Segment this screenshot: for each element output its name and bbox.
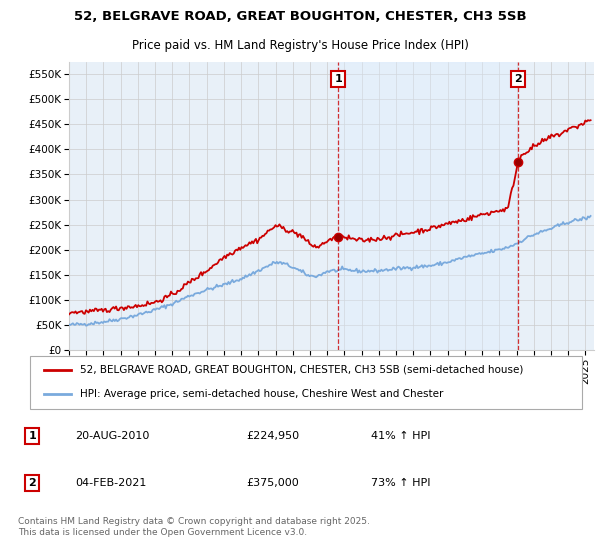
Text: Price paid vs. HM Land Registry's House Price Index (HPI): Price paid vs. HM Land Registry's House … — [131, 39, 469, 53]
Text: HPI: Average price, semi-detached house, Cheshire West and Chester: HPI: Average price, semi-detached house,… — [80, 389, 443, 399]
Bar — [338, 62, 518, 350]
Text: 04-FEB-2021: 04-FEB-2021 — [75, 478, 146, 488]
Text: 52, BELGRAVE ROAD, GREAT BOUGHTON, CHESTER, CH3 5SB (semi-detached house): 52, BELGRAVE ROAD, GREAT BOUGHTON, CHEST… — [80, 365, 523, 375]
Text: 1: 1 — [28, 431, 36, 441]
Text: 41% ↑ HPI: 41% ↑ HPI — [371, 431, 431, 441]
Text: 2: 2 — [514, 74, 522, 84]
Text: £375,000: £375,000 — [246, 478, 299, 488]
Text: 1: 1 — [334, 74, 342, 84]
Text: Contains HM Land Registry data © Crown copyright and database right 2025.
This d: Contains HM Land Registry data © Crown c… — [18, 517, 370, 536]
Text: £224,950: £224,950 — [246, 431, 299, 441]
Text: 52, BELGRAVE ROAD, GREAT BOUGHTON, CHESTER, CH3 5SB: 52, BELGRAVE ROAD, GREAT BOUGHTON, CHEST… — [74, 10, 526, 23]
FancyBboxPatch shape — [30, 356, 582, 409]
Text: 20-AUG-2010: 20-AUG-2010 — [75, 431, 149, 441]
Text: 73% ↑ HPI: 73% ↑ HPI — [371, 478, 431, 488]
Text: 2: 2 — [28, 478, 36, 488]
